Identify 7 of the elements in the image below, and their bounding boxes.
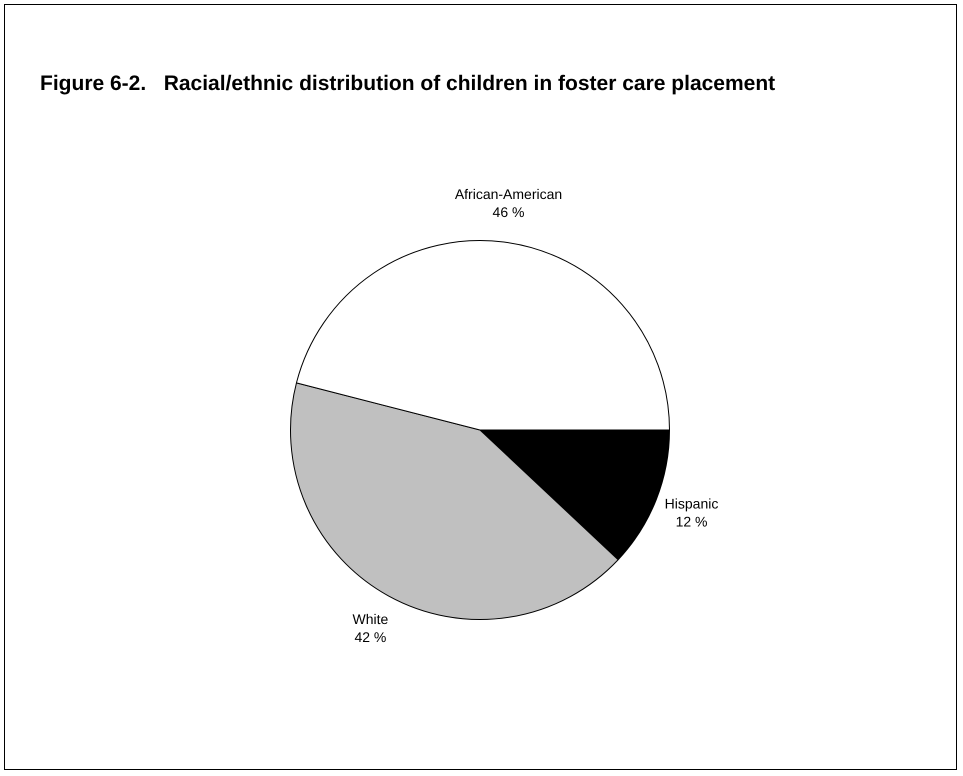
slice-label: Hispanic — [664, 496, 718, 512]
slice-label: African-American — [454, 186, 562, 202]
chart-title: Figure 6-2. Racial/ethnic distribution of children in foster care placement — [40, 72, 776, 96]
slice-label: White — [352, 611, 389, 628]
data-label: 12 % — [676, 514, 708, 530]
data-label: 42 % — [354, 629, 386, 646]
data-label: 46 % — [492, 204, 524, 220]
